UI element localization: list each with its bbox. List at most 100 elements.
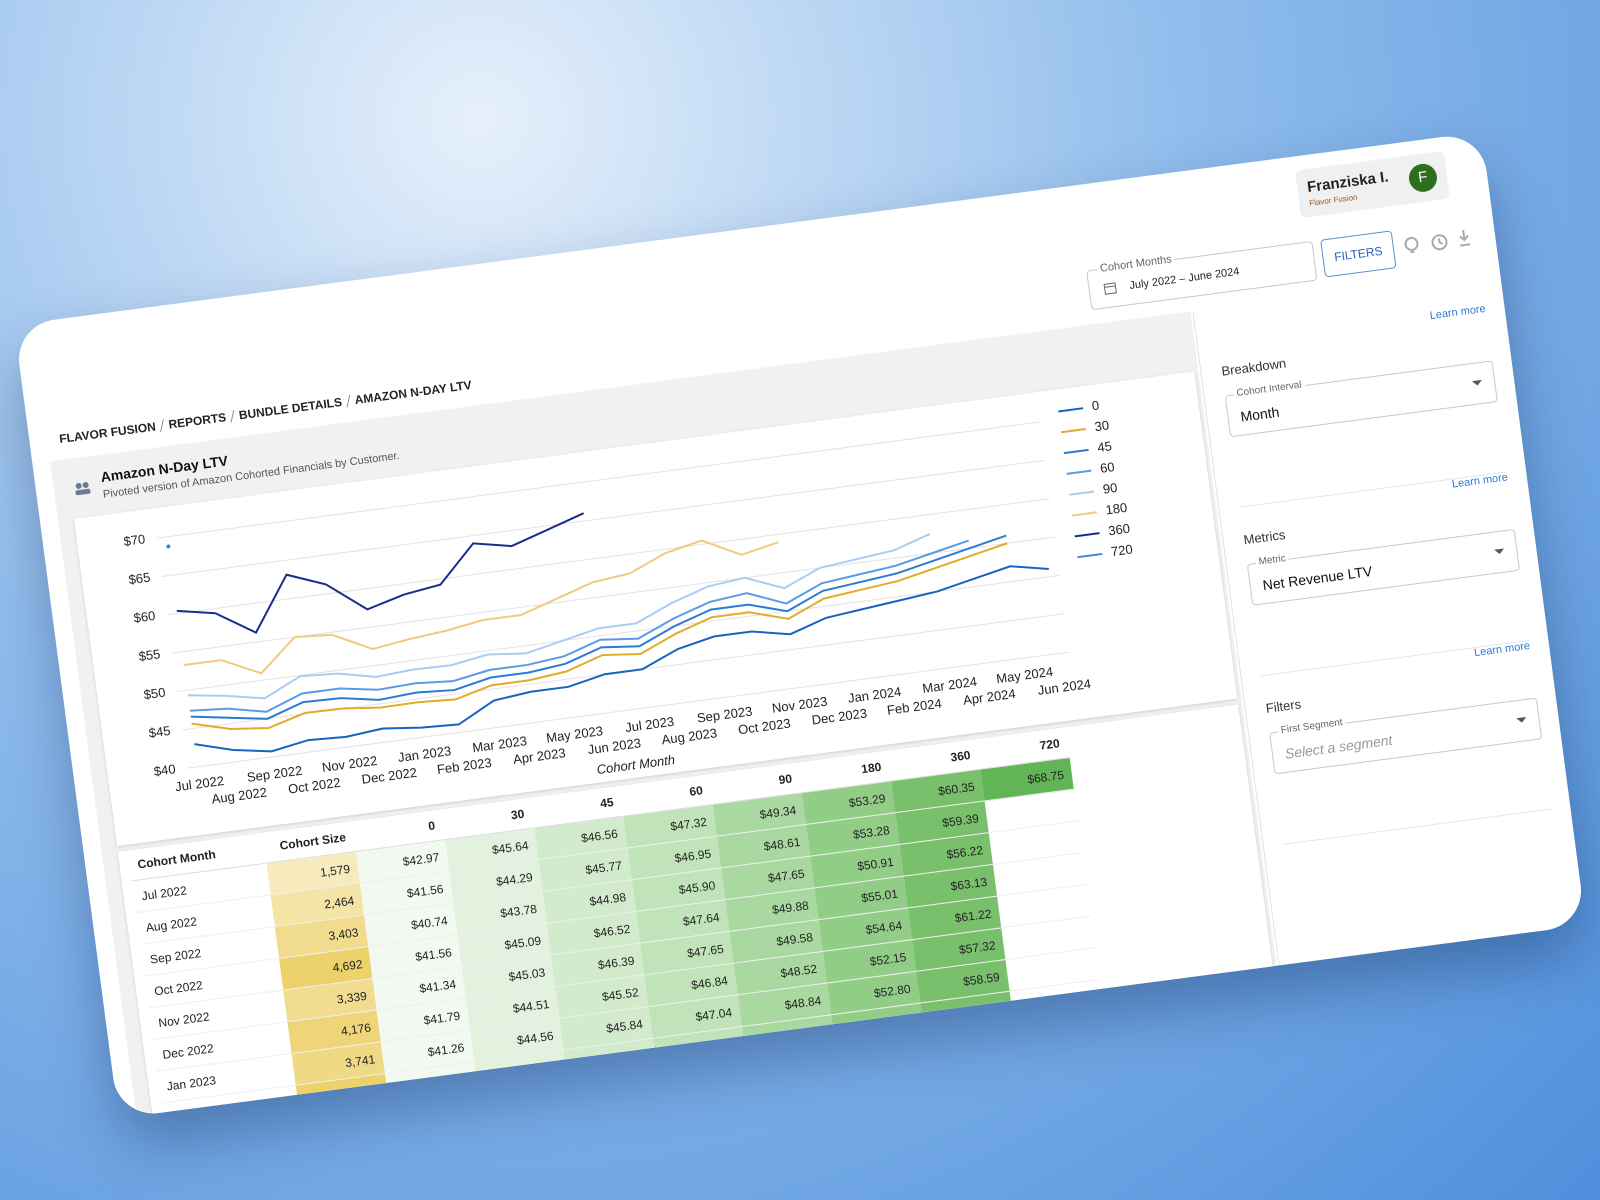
series-point	[166, 544, 171, 549]
report-header: Amazon N-Day LTV Pivoted version of Amaz…	[63, 324, 1179, 514]
x-tick-label: Jan 2023	[397, 743, 452, 765]
x-tick-label: Dec 2022	[361, 765, 418, 787]
x-tick-label: Aug 2022	[211, 785, 268, 807]
breadcrumb-separator	[230, 409, 235, 423]
report-icon	[75, 482, 91, 496]
x-tick-label: Apr 2024	[962, 686, 1016, 708]
date-filter[interactable]: Cohort Months July 2022 – June 2024	[1086, 240, 1318, 311]
legend-label: 90	[1102, 480, 1118, 497]
series-line	[189, 539, 970, 713]
legend-label: 60	[1099, 459, 1115, 476]
x-tick-label: Sep 2023	[696, 703, 753, 725]
x-tick-label: Jul 2022	[174, 773, 225, 794]
x-tick-label: Jul 2023	[624, 714, 675, 735]
series-line	[190, 534, 1007, 720]
dropdown-arrow	[1516, 716, 1527, 724]
toolbar-icons[interactable]	[1400, 225, 1482, 259]
grid-line	[157, 421, 1040, 539]
x-tick-label: Feb 2024	[886, 696, 942, 718]
y-tick-label: $55	[138, 646, 161, 664]
field-placeholder: Select a segment	[1283, 731, 1394, 762]
legend-swatch	[1058, 407, 1084, 413]
grid-line	[162, 459, 1045, 577]
field-value: Net Revenue LTV	[1261, 562, 1374, 594]
x-tick-label: May 2023	[545, 723, 604, 745]
x-tick-label: Feb 2023	[436, 755, 492, 777]
date-filter-label: Cohort Months	[1096, 253, 1176, 276]
x-tick-label: Apr 2023	[512, 745, 566, 767]
legend-label: 30	[1094, 417, 1110, 434]
series-line	[176, 512, 585, 634]
breadcrumb-item[interactable]: FLAVOR FUSION	[58, 419, 157, 447]
series-line	[191, 542, 1008, 731]
legend-swatch	[1071, 511, 1097, 517]
grid-line	[167, 498, 1050, 616]
section-heading: Metrics	[1242, 526, 1287, 548]
series-line	[187, 533, 931, 700]
field-value: Month	[1239, 403, 1281, 425]
user-chip[interactable]: Franziska I. Flavor Fusion F	[1294, 150, 1450, 219]
x-tick-label: Oct 2022	[287, 775, 341, 797]
x-axis-label: Cohort Month	[596, 752, 676, 777]
x-tick-label: May 2024	[995, 664, 1054, 686]
field-label: Cohort Interval	[1232, 379, 1306, 400]
field-label: Metric	[1255, 552, 1290, 568]
breadcrumb-item[interactable]: AMAZON N-DAY LTV	[353, 377, 473, 408]
x-tick-label: Jun 2023	[587, 735, 642, 757]
avatar: F	[1407, 162, 1439, 194]
calendar-icon	[1103, 282, 1117, 295]
x-tick-label: Jun 2024	[1037, 676, 1092, 698]
legend-swatch	[1066, 469, 1092, 475]
legend-label: 720	[1110, 541, 1133, 559]
x-tick-label: Mar 2023	[471, 733, 527, 755]
grid-line	[177, 574, 1060, 693]
legend-swatch	[1069, 490, 1095, 496]
legend-label: 180	[1105, 500, 1128, 518]
breadcrumb-item[interactable]: REPORTS	[167, 410, 227, 432]
x-tick-label: Nov 2023	[771, 694, 828, 716]
x-tick-label: Aug 2023	[661, 725, 718, 747]
user-name: Franziska I.	[1306, 168, 1390, 196]
x-tick-label: Mar 2024	[921, 674, 977, 696]
chart-panel: $40 $45 $50 $55 $60 $65 $70 Jul 2022 Aug 2022 Sep…	[73, 371, 1238, 847]
y-tick-label: $60	[133, 608, 156, 626]
y-tick-label: $45	[148, 723, 171, 741]
legend-swatch	[1063, 448, 1089, 455]
series-line	[194, 565, 1049, 753]
y-tick-label: $65	[128, 570, 151, 588]
y-tick-label: $40	[153, 761, 176, 779]
series-line	[183, 539, 779, 675]
field-label: First Segment	[1277, 716, 1347, 737]
dropdown-arrow	[1471, 379, 1483, 387]
learn-more-link[interactable]: Learn more	[1429, 302, 1487, 323]
x-tick-label: Oct 2023	[737, 716, 791, 738]
breadcrumb-item[interactable]: BUNDLE DETAILS	[238, 394, 343, 423]
legend-swatch	[1077, 552, 1103, 559]
filters-button[interactable]: FILTERS	[1320, 230, 1397, 278]
app-window: Franziska I. Flavor Fusion F Cohort Mont…	[14, 131, 1586, 1119]
legend-swatch	[1074, 532, 1100, 538]
y-tick-label: $50	[143, 685, 166, 703]
section-heading: Breakdown	[1220, 355, 1287, 379]
legend-swatch	[1060, 428, 1086, 434]
x-tick-label: Dec 2023	[811, 706, 868, 728]
date-filter-value: July 2022 – June 2024	[1128, 265, 1241, 293]
legend-label: 0	[1091, 398, 1100, 414]
grid-line	[172, 536, 1055, 654]
dropdown-arrow	[1494, 548, 1505, 555]
x-tick-label: Nov 2022	[321, 753, 378, 775]
breadcrumb-separator	[346, 394, 351, 408]
y-tick-label: $70	[123, 531, 146, 549]
select-field[interactable]: Metric Net Revenue LTV	[1246, 528, 1521, 606]
sidebar-section: Learn more Filters First Segment Select a s…	[1261, 639, 1552, 845]
x-tick-label: Sep 2022	[246, 763, 303, 785]
x-tick-label: Jan 2024	[847, 684, 902, 706]
breadcrumb-separator	[160, 419, 164, 432]
select-field[interactable]: First Segment Select a segment	[1269, 697, 1543, 775]
section-heading: Filters	[1264, 696, 1302, 716]
legend-label: 45	[1096, 438, 1112, 455]
grid-line	[187, 651, 1070, 769]
legend-label: 360	[1107, 521, 1130, 539]
